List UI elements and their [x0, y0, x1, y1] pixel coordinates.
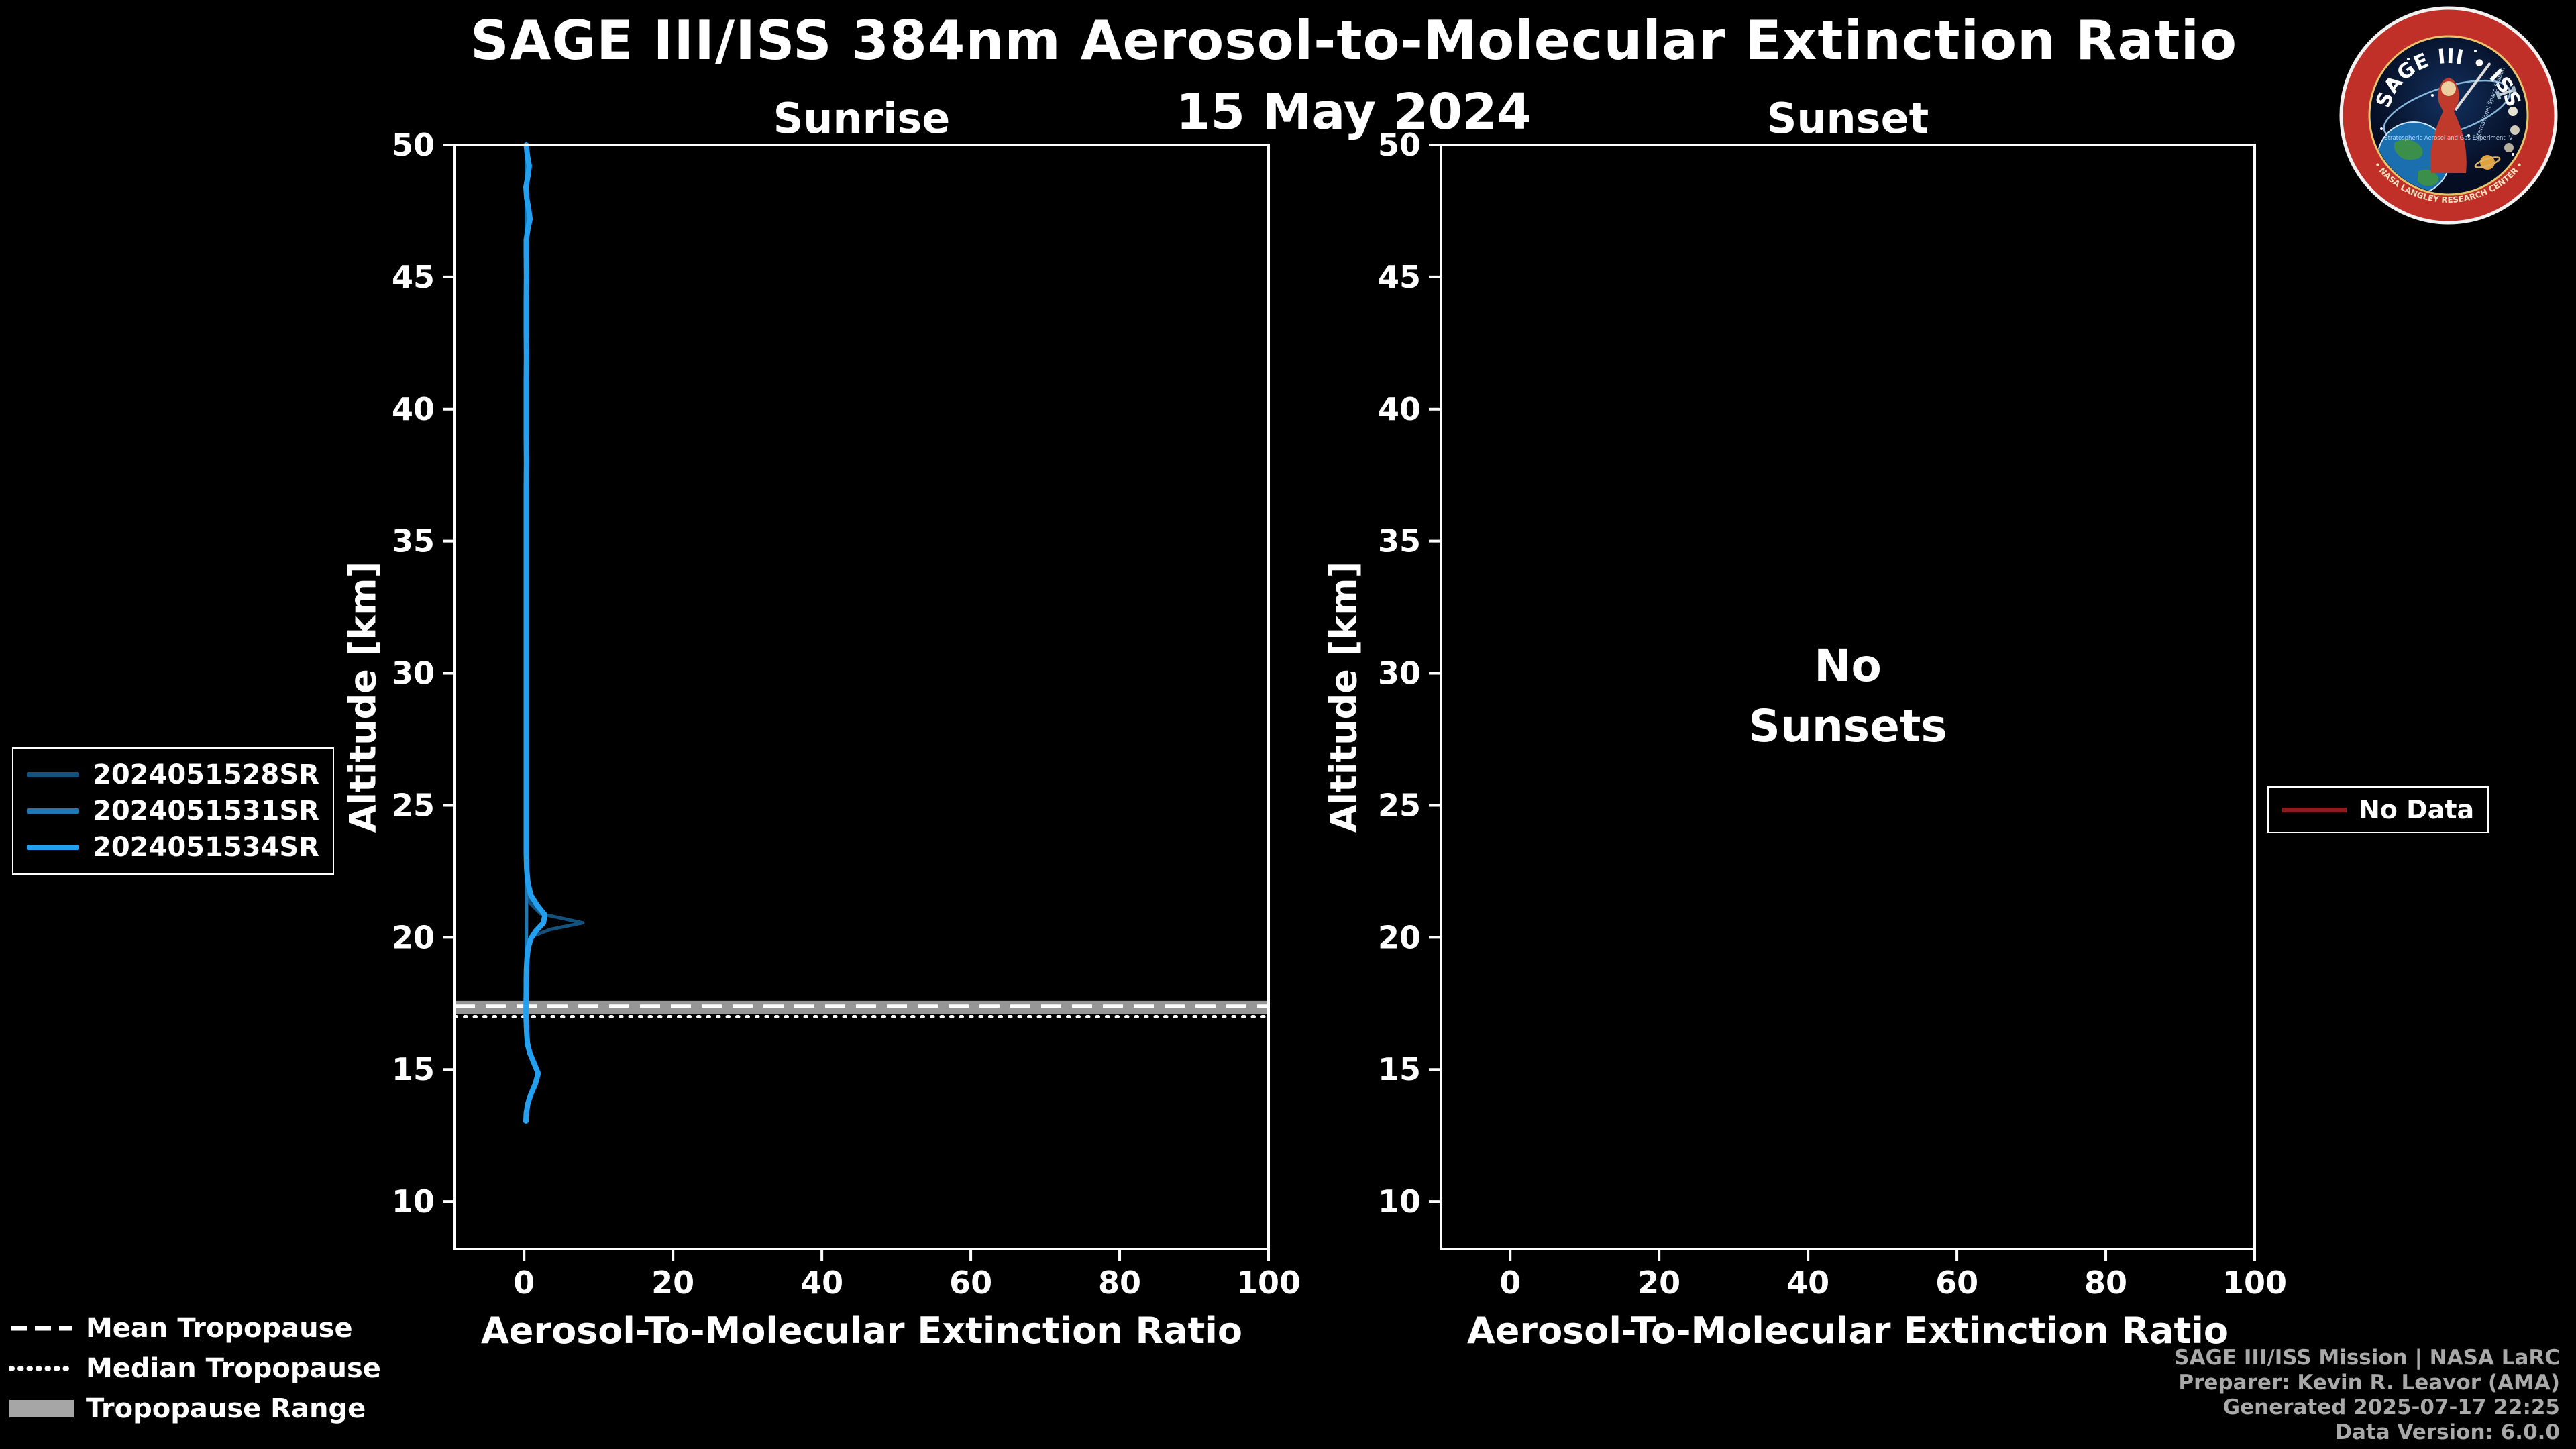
event-legend-label: 2024051528SR	[93, 759, 319, 790]
event-legend-line-sample	[27, 772, 79, 777]
y-tick-label: 45	[392, 259, 435, 295]
y-tick-label: 50	[1378, 127, 1421, 163]
tropopause-legend-label: Median Tropopause	[86, 1353, 381, 1384]
sunset-panel-title: Sunset	[1766, 94, 1929, 143]
x-tick-label: 0	[1499, 1265, 1521, 1301]
median-tropopause-sample	[9, 1366, 74, 1371]
series-2024051534SR	[523, 142, 548, 1124]
y-tick-label: 25	[1378, 787, 1421, 823]
no-sunsets-line1: No	[1814, 640, 1882, 692]
sunrise-plot: 0 20 40 60 80 100 10 15 20 25 30 35 40 45 50	[392, 127, 1301, 1301]
x-tick-label: 100	[2222, 1265, 2287, 1301]
y-tick-label: 30	[392, 655, 435, 692]
logo-figure-face	[2441, 81, 2456, 96]
event-legend-label: 2024051531SR	[93, 796, 319, 826]
sunrise-y-axis-label: Altitude [km]	[341, 561, 384, 833]
mean-tropopause-sample	[11, 1326, 72, 1331]
sunset-x-axis-label: Aerosol-To-Molecular Extinction Ratio	[1467, 1309, 2229, 1352]
sunrise-panel-title: Sunrise	[773, 94, 951, 143]
event-legend: 2024051528SR 2024051531SR 2024051534SR	[12, 747, 334, 875]
credits-preparer: Preparer: Kevin R. Leavor (AMA)	[2178, 1371, 2560, 1395]
sunset-plot: 0 20 40 60 80 100 10 15 20 25 30 35 40 45 50	[1378, 127, 2287, 1301]
no-data-label: No Data	[2359, 795, 2475, 824]
x-tick-label: 80	[2084, 1265, 2127, 1301]
y-tick-label: 20	[392, 919, 435, 955]
credits-data-version: Data Version: 6.0.0	[2334, 1420, 2560, 1444]
credits-generated: Generated 2025-07-17 22:25	[2222, 1395, 2560, 1419]
date-label: 15 May 2024	[1176, 83, 1532, 141]
x-tick-label: 40	[1786, 1265, 1829, 1301]
x-tick-label: 60	[949, 1265, 992, 1301]
event-legend-item: 2024051534SR	[27, 829, 319, 865]
logo-iss-satellite	[2495, 85, 2518, 100]
event-legend-item: 2024051531SR	[27, 793, 319, 829]
x-tick-label: 60	[1935, 1265, 1978, 1301]
sunrise-x-axis-label: Aerosol-To-Molecular Extinction Ratio	[481, 1309, 1242, 1352]
tropopause-range-sample	[9, 1400, 74, 1417]
y-tick-label: 30	[1378, 655, 1421, 692]
y-tick-label: 25	[392, 787, 435, 823]
y-tick-label: 35	[392, 523, 435, 559]
y-tick-label: 15	[1378, 1051, 1421, 1087]
x-tick-label: 40	[800, 1265, 843, 1301]
tropopause-legend-item: Mean Tropopause	[9, 1308, 381, 1348]
logo-robed-figure	[2430, 78, 2467, 173]
credits-mission: SAGE III/ISS Mission | NASA LaRC	[2174, 1346, 2560, 1370]
plot-border	[453, 144, 1270, 1250]
series-2024051528SR	[525, 143, 585, 1016]
x-tick-label: 0	[513, 1265, 535, 1301]
sunset-y-axis-label: Altitude [km]	[1322, 561, 1365, 833]
plot-border	[1440, 144, 2256, 1250]
logo-telescope	[2454, 62, 2491, 111]
no-sunsets-line2: Sunsets	[1748, 700, 1947, 752]
event-legend-line-sample	[27, 845, 79, 850]
x-tick-label: 20	[651, 1265, 694, 1301]
no-data-legend: No Data	[2267, 786, 2489, 833]
no-data-line-sample	[2282, 807, 2347, 812]
logo-ringed-planet	[2474, 155, 2501, 170]
y-tick-label: 20	[1378, 919, 1421, 955]
page-title: SAGE III/ISS 384nm Aerosol-to-Molecular …	[470, 9, 2238, 72]
y-tick-label: 35	[1378, 523, 1421, 559]
tropopause-legend: Mean Tropopause Median Tropopause Tropopau…	[9, 1308, 381, 1429]
x-tick-label: 20	[1638, 1265, 1680, 1301]
y-tick-label: 40	[1378, 391, 1421, 427]
sage-iss-logo: SAGE III • ISS • NASA LANGLEY RESEARCH C…	[2339, 6, 2558, 225]
no-sunsets-annotation: No Sunsets	[1441, 636, 2255, 757]
event-legend-line-sample	[27, 808, 79, 814]
tropopause-legend-item: Median Tropopause	[9, 1348, 381, 1389]
event-legend-item: 2024051528SR	[27, 757, 319, 793]
y-tick-label: 40	[392, 391, 435, 427]
y-tick-label: 10	[392, 1183, 435, 1220]
x-tick-label: 100	[1236, 1265, 1301, 1301]
tropopause-legend-item: Tropopause Range	[9, 1389, 381, 1429]
credits-block: SAGE III/ISS Mission | NASA LaRC Prepare…	[2174, 1346, 2560, 1445]
tropopause-legend-label: Mean Tropopause	[86, 1313, 353, 1344]
event-legend-label: 2024051534SR	[93, 832, 319, 863]
y-tick-label: 45	[1378, 259, 1421, 295]
logo-moon-phases	[2504, 107, 2520, 152]
y-tick-label: 50	[392, 127, 435, 163]
y-tick-label: 10	[1378, 1183, 1421, 1220]
tropopause-legend-label: Tropopause Range	[86, 1393, 366, 1424]
y-tick-label: 15	[392, 1051, 435, 1087]
x-tick-label: 80	[1098, 1265, 1141, 1301]
logo-subtitle-text: Stratospheric Aerosol and Gas Experiment…	[2384, 135, 2513, 142]
logo-stars	[2380, 50, 2514, 156]
